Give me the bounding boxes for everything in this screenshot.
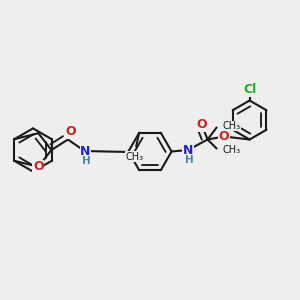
Text: H: H xyxy=(185,154,194,165)
Text: H: H xyxy=(82,156,91,166)
Text: CH₃: CH₃ xyxy=(223,121,241,131)
Text: N: N xyxy=(80,145,91,158)
Text: O: O xyxy=(196,118,207,131)
Text: O: O xyxy=(66,125,76,139)
Text: CH₃: CH₃ xyxy=(126,152,144,162)
Text: Cl: Cl xyxy=(243,83,256,96)
Text: O: O xyxy=(33,160,44,173)
Text: N: N xyxy=(183,143,193,157)
Text: CH₃: CH₃ xyxy=(223,145,241,155)
Text: O: O xyxy=(219,130,230,143)
